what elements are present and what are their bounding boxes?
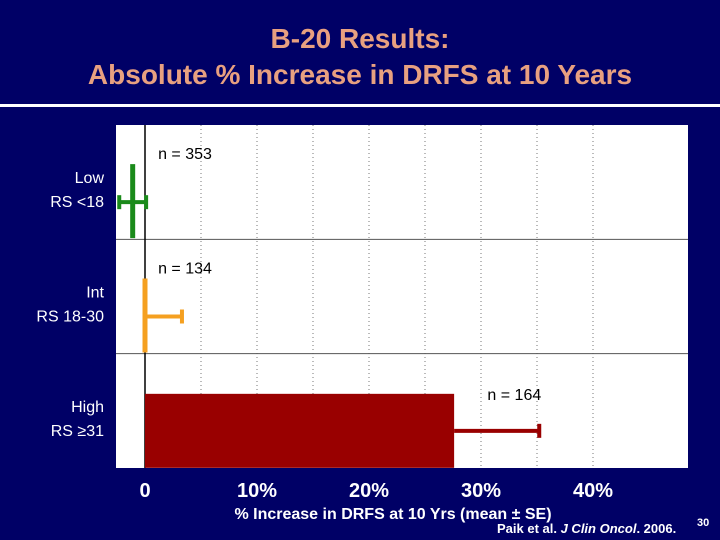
n-label-2: n = 134 [158, 261, 212, 278]
citation-suffix: . 2006. [636, 521, 677, 536]
citation: Paik et al. J Clin Oncol. 2006. [497, 521, 676, 536]
bar-3 [145, 393, 455, 468]
page-number: 30 [697, 517, 710, 529]
category-label-2-line2: RS 18-30 [36, 309, 104, 326]
title-divider [0, 104, 720, 107]
slide-title-line-1: B-20 Results: [270, 23, 450, 54]
x-tick-label: 40% [573, 480, 613, 502]
citation-prefix: Paik et al. [497, 521, 561, 536]
x-tick-label: 30% [461, 480, 501, 502]
category-label-2-line1: Int [86, 285, 104, 302]
x-tick-label: 0 [139, 480, 150, 502]
x-axis-label: % Increase in DRFS at 10 Yrs (mean ± SE) [234, 506, 551, 523]
n-label-1: n = 353 [158, 146, 212, 163]
n-label-3: n = 164 [487, 387, 541, 404]
slide-title-line-2: Absolute % Increase in DRFS at 10 Years [87, 59, 633, 90]
x-tick-label: 20% [349, 480, 389, 502]
x-tick-label: 10% [237, 480, 277, 502]
category-label-1-line2: RS <18 [50, 194, 104, 211]
category-label-1-line1: Low [75, 170, 105, 187]
category-label-3-line2: RS ≥31 [51, 423, 104, 440]
citation-journal: J Clin Oncol [560, 521, 637, 536]
category-label-3-line1: High [71, 399, 104, 416]
